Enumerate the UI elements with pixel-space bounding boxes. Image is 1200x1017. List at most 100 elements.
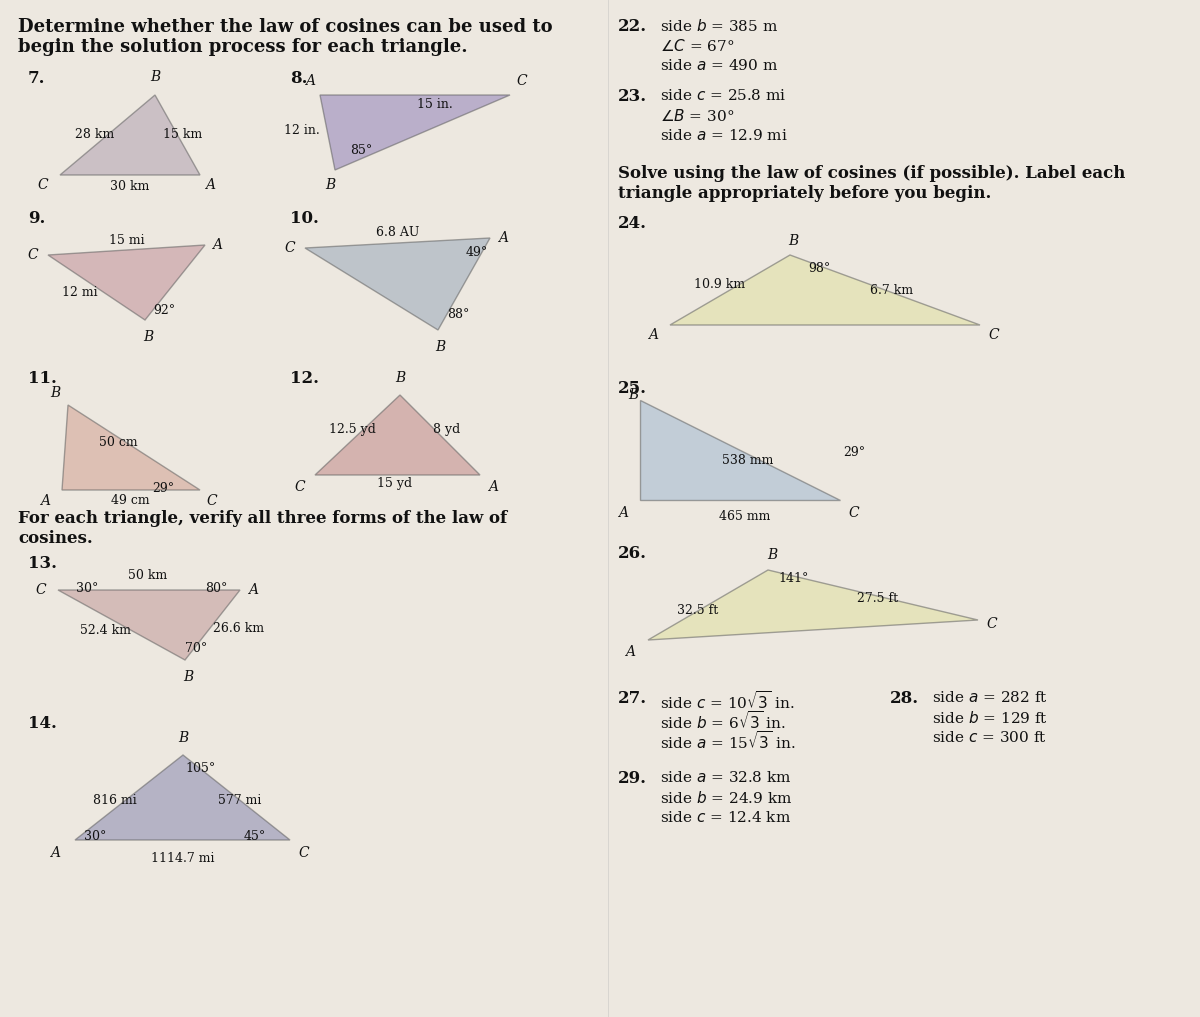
Text: A: A: [618, 506, 628, 520]
Text: A: A: [212, 238, 222, 252]
Text: B: B: [150, 70, 160, 84]
Text: Determine whether the law of cosines can be used to: Determine whether the law of cosines can…: [18, 18, 553, 36]
Text: 26.6 km: 26.6 km: [214, 621, 264, 635]
Text: A: A: [50, 846, 60, 860]
Text: 49 cm: 49 cm: [110, 493, 149, 506]
Text: triangle appropriately before you begin.: triangle appropriately before you begin.: [618, 185, 991, 202]
Text: A: A: [498, 231, 508, 245]
Polygon shape: [314, 395, 480, 475]
Text: C: C: [294, 480, 305, 494]
Text: 22.: 22.: [618, 18, 647, 35]
Text: side $c$ = 300 ft: side $c$ = 300 ft: [932, 730, 1046, 745]
Text: 10.9 km: 10.9 km: [695, 279, 745, 292]
Text: B: B: [49, 386, 60, 400]
Text: A: A: [305, 74, 314, 88]
Text: 577 mi: 577 mi: [218, 793, 262, 806]
Text: 26.: 26.: [618, 545, 647, 562]
Polygon shape: [670, 255, 980, 325]
Polygon shape: [648, 570, 978, 640]
Text: 9.: 9.: [28, 210, 46, 227]
Text: 141°: 141°: [778, 572, 809, 585]
Text: 11.: 11.: [28, 370, 56, 387]
Text: B: B: [788, 234, 798, 248]
Text: 816 mi: 816 mi: [94, 793, 137, 806]
Text: B: B: [434, 340, 445, 354]
Text: A: A: [648, 328, 658, 342]
Text: 538 mm: 538 mm: [722, 454, 774, 467]
Text: 50 km: 50 km: [128, 569, 168, 582]
Text: 92°: 92°: [154, 303, 175, 316]
Text: A: A: [248, 583, 258, 597]
Text: 30°: 30°: [76, 582, 98, 595]
Text: 28.: 28.: [890, 690, 919, 707]
Text: 8.: 8.: [290, 70, 307, 87]
Text: 6.7 km: 6.7 km: [870, 284, 913, 297]
Polygon shape: [48, 245, 205, 320]
Polygon shape: [320, 95, 510, 170]
Polygon shape: [62, 405, 200, 490]
Text: 10.: 10.: [290, 210, 319, 227]
Polygon shape: [60, 95, 200, 175]
Text: C: C: [28, 248, 38, 262]
Text: 28 km: 28 km: [76, 128, 115, 141]
Text: 465 mm: 465 mm: [719, 510, 770, 523]
Polygon shape: [74, 755, 290, 840]
Text: A: A: [625, 645, 635, 659]
Text: 45°: 45°: [244, 830, 266, 842]
Text: 50 cm: 50 cm: [98, 436, 137, 450]
Text: B: B: [395, 371, 406, 385]
Text: 105°: 105°: [185, 762, 215, 775]
Text: B: B: [143, 330, 154, 344]
Text: $\angle B$ = 30°: $\angle B$ = 30°: [660, 108, 734, 124]
Text: 13.: 13.: [28, 555, 58, 572]
Text: B: B: [178, 731, 188, 745]
Text: 25.: 25.: [618, 380, 647, 397]
Text: 70°: 70°: [185, 642, 208, 655]
Text: side $c$ = 10$\sqrt{3}$ in.: side $c$ = 10$\sqrt{3}$ in.: [660, 690, 794, 712]
Text: cosines.: cosines.: [18, 530, 92, 547]
Text: 52.4 km: 52.4 km: [79, 623, 131, 637]
Text: 29.: 29.: [618, 770, 647, 787]
Text: 49°: 49°: [466, 245, 488, 258]
Text: A: A: [205, 178, 215, 192]
Text: 12.: 12.: [290, 370, 319, 387]
Text: 29°: 29°: [152, 481, 174, 494]
Text: C: C: [284, 241, 295, 255]
Text: C: C: [848, 506, 859, 520]
Text: side $a$ = 490 m: side $a$ = 490 m: [660, 58, 778, 73]
Text: C: C: [37, 178, 48, 192]
Text: side $a$ = 15$\sqrt{3}$ in.: side $a$ = 15$\sqrt{3}$ in.: [660, 730, 796, 752]
Text: 1114.7 mi: 1114.7 mi: [151, 852, 215, 865]
Text: $\angle C$ = 67°: $\angle C$ = 67°: [660, 38, 734, 54]
Text: 85°: 85°: [350, 143, 372, 157]
Text: 15 km: 15 km: [163, 128, 203, 141]
Text: 30 km: 30 km: [110, 179, 150, 192]
Text: 15 in.: 15 in.: [418, 99, 452, 112]
Text: 32.5 ft: 32.5 ft: [677, 603, 719, 616]
Text: C: C: [516, 74, 527, 88]
Text: 8 yd: 8 yd: [433, 423, 461, 436]
Polygon shape: [58, 590, 240, 660]
Text: side $b$ = 129 ft: side $b$ = 129 ft: [932, 710, 1048, 726]
Text: 80°: 80°: [205, 582, 228, 595]
Text: side $a$ = 32.8 km: side $a$ = 32.8 km: [660, 770, 792, 785]
Text: 7.: 7.: [28, 70, 46, 87]
Text: side $c$ = 12.4 km: side $c$ = 12.4 km: [660, 810, 791, 825]
Text: B: B: [628, 388, 638, 402]
Text: begin the solution process for each triangle.: begin the solution process for each tria…: [18, 38, 468, 56]
Text: 15 yd: 15 yd: [378, 478, 413, 490]
Text: side $b$ = 24.9 km: side $b$ = 24.9 km: [660, 790, 792, 806]
Text: A: A: [488, 480, 498, 494]
Text: C: C: [988, 328, 998, 342]
Text: 12 mi: 12 mi: [62, 286, 98, 299]
Text: 6.8 AU: 6.8 AU: [377, 227, 420, 239]
Text: 15 mi: 15 mi: [109, 234, 145, 246]
Text: side $b$ = 385 m: side $b$ = 385 m: [660, 18, 778, 34]
Text: 30°: 30°: [84, 830, 106, 842]
Text: C: C: [206, 494, 217, 508]
Text: 29°: 29°: [842, 445, 865, 459]
Text: C: C: [986, 617, 997, 631]
Text: side $b$ = 6$\sqrt{3}$ in.: side $b$ = 6$\sqrt{3}$ in.: [660, 710, 786, 732]
Text: C: C: [298, 846, 308, 860]
Text: 27.5 ft: 27.5 ft: [858, 592, 899, 604]
